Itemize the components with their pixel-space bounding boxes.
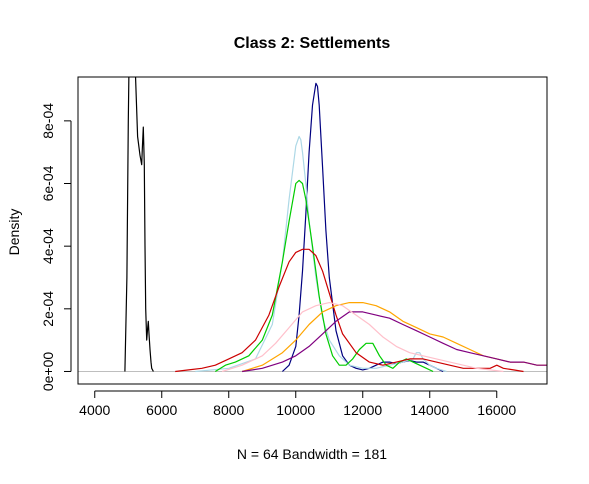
y-axis-label: Density [6, 209, 22, 256]
density-curve-5 [175, 248, 524, 373]
y-tick-label: 0e+00 [40, 352, 56, 392]
x-tick-label: 4000 [79, 402, 110, 418]
y-tick-label: 6e-04 [40, 165, 56, 201]
x-tick-label: 8000 [213, 402, 244, 418]
density-curve-1 [124, 77, 154, 372]
density-curve-4 [214, 179, 434, 373]
density-curve-6 [241, 302, 547, 373]
y-tick-label: 2e-04 [40, 291, 56, 327]
axes: 4000 6000 8000 10000 12000 14000 16000 0e+00 2e-… [40, 103, 516, 418]
y-tick-label: 8e-04 [40, 103, 56, 139]
x-tick-label: 12000 [343, 402, 382, 418]
x-axis-label: N = 64 Bandwidth = 181 [237, 446, 387, 462]
density-curve-7 [242, 311, 547, 373]
x-tick-label: 10000 [276, 402, 315, 418]
density-curve-3 [195, 135, 447, 373]
y-tick-label: 4e-04 [40, 228, 56, 264]
x-tick-label: 6000 [146, 402, 177, 418]
chart-title: Class 2: Settlements [234, 35, 391, 52]
x-tick-label: 14000 [410, 402, 449, 418]
plot-border [77, 76, 548, 385]
plot-area [78, 77, 547, 373]
density-curve-8 [221, 302, 504, 373]
x-tick-label: 16000 [477, 402, 516, 418]
